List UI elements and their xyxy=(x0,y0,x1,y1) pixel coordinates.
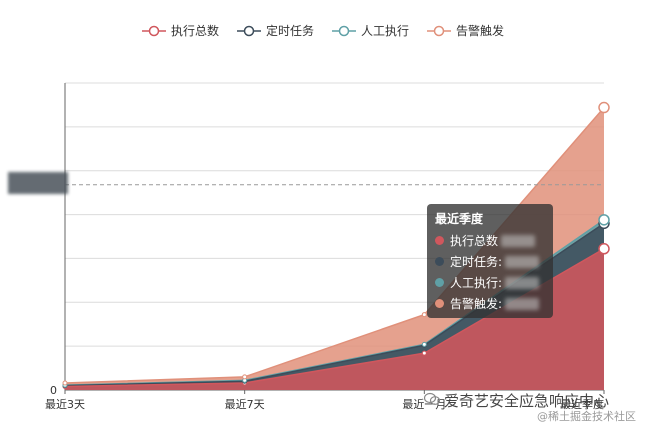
blurred-value xyxy=(505,276,540,289)
legend-marker-icon xyxy=(332,25,356,36)
x-tick-label: 最近季度 xyxy=(560,397,604,411)
tooltip-label: 告警触发: xyxy=(450,297,503,311)
chart-legend[interactable]: 执行总数 定时任务 人工执行 告警触发 xyxy=(0,22,646,39)
point-告警触发 xyxy=(421,312,427,318)
watermark-text: 爱奇艺安全应急响应中心 xyxy=(444,392,610,410)
tooltip-row: 告警触发: xyxy=(435,293,545,314)
point-执行总数 xyxy=(598,243,610,255)
series-dot-icon xyxy=(435,278,444,287)
legend-item[interactable]: 执行总数 xyxy=(141,22,219,39)
legend-marker-icon xyxy=(427,25,452,36)
tooltip-label: 人工执行: xyxy=(450,276,503,290)
tooltip-row: 定时任务: xyxy=(435,251,545,272)
legend-item[interactable]: 定时任务 xyxy=(236,22,314,39)
tooltip-title: 最近季度 xyxy=(435,212,484,226)
blurred-value xyxy=(501,234,536,247)
point-告警触发 xyxy=(598,101,610,114)
tooltip-label: 定时任务: xyxy=(450,255,503,269)
x-tick-label: 最近3天 xyxy=(45,398,85,411)
wechat-icon xyxy=(423,392,441,410)
series-dot-icon xyxy=(435,299,444,308)
legend-item[interactable]: 人工执行 xyxy=(332,22,409,39)
legend-label: 定时任务 xyxy=(265,24,314,38)
legend-marker-icon xyxy=(141,25,166,36)
legend-label: 执行总数 xyxy=(170,24,219,38)
legend-label: 人工执行 xyxy=(361,24,410,38)
y-tick-label: 0 xyxy=(50,384,57,397)
series-dot-icon xyxy=(435,257,444,266)
x-tick-label: 最近一月 xyxy=(402,398,446,411)
point-人工执行 xyxy=(598,214,610,226)
tooltip-label: 执行总数 xyxy=(450,234,499,248)
blurred-value xyxy=(505,255,540,268)
legend-marker-icon xyxy=(236,25,261,36)
series-dot-icon xyxy=(435,236,444,245)
point-人工执行 xyxy=(421,341,427,347)
tooltip-row: 执行总数 xyxy=(435,230,545,251)
legend-label: 告警触发 xyxy=(456,24,505,38)
point-告警触发 xyxy=(242,374,248,380)
watermark: 爱奇艺安全应急响应中心 xyxy=(423,390,610,411)
x-tick-label: 最近7天 xyxy=(225,398,265,411)
blurred-value xyxy=(505,297,540,310)
blurred-value-label xyxy=(8,172,68,194)
area-执行总数 xyxy=(65,248,604,390)
watermark-sub: @稀土掘金技术社区 xyxy=(537,410,636,423)
chart-tooltip: 最近季度 执行总数定时任务: 人工执行: 告警触发: xyxy=(427,204,553,318)
tooltip-row: 人工执行: xyxy=(435,272,545,293)
point-告警触发 xyxy=(62,380,68,386)
legend-item[interactable]: 告警触发 xyxy=(427,22,504,39)
point-执行总数 xyxy=(421,350,427,356)
